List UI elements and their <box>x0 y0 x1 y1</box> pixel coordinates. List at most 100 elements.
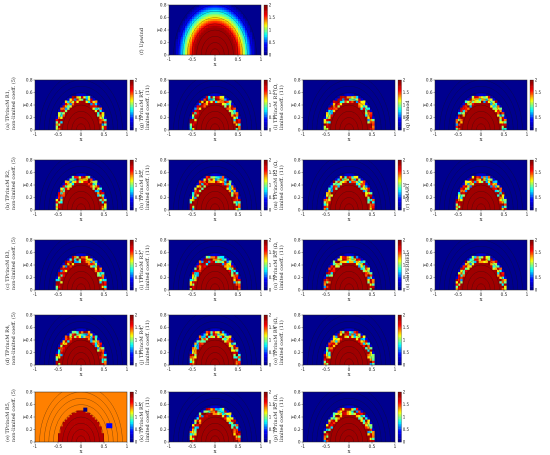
y-axis-label: y <box>422 263 428 268</box>
colorbar-segment <box>398 100 402 102</box>
caption-line: non-limited coeff. (5) <box>10 157 17 210</box>
x-tick-label: 1 <box>260 292 263 297</box>
colorbar-segment <box>130 328 134 331</box>
colorbar-tick-label: 1 <box>135 262 138 267</box>
colorbar-segment <box>398 316 402 319</box>
colorbar-segment <box>264 88 268 91</box>
colorbar-segment <box>398 96 402 99</box>
colorbar-segment <box>130 433 134 436</box>
colorbar-segment <box>264 261 268 264</box>
plot-area <box>35 80 127 130</box>
x-axis-label: x <box>213 62 217 68</box>
colorbar-segment <box>264 125 268 127</box>
colorbar-segment <box>398 256 402 259</box>
colorbar-segment <box>130 425 134 428</box>
colorbar-segment <box>130 175 134 177</box>
colorbar-segment <box>398 410 402 413</box>
colorbar-segment <box>530 113 534 116</box>
colorbar-segment <box>130 325 134 327</box>
colorbar-segment <box>398 415 402 418</box>
colorbar-segment <box>530 243 534 246</box>
colorbar-segment <box>130 392 134 394</box>
colorbar-segment <box>398 173 402 176</box>
caption-line: (r) SMART <box>404 182 411 210</box>
panel-caption: (q) Minmod <box>404 100 411 130</box>
colorbar-segment <box>264 241 268 244</box>
colorbar-segment <box>264 246 268 249</box>
colorbar-segment <box>130 320 134 322</box>
colorbar-segment <box>264 105 268 107</box>
y-tick-label: 0.4 <box>160 263 167 268</box>
colorbar-segment <box>264 418 268 421</box>
colorbar-segment <box>264 30 268 32</box>
y-tick-label: 0.2 <box>160 40 167 45</box>
colorbar-segment <box>264 81 268 84</box>
colorbar-segment <box>264 265 268 267</box>
colorbar-segment <box>264 40 268 42</box>
colorbar-segment <box>130 417 134 419</box>
colorbar-tick-label: 0 <box>135 287 138 292</box>
colorbar-segment <box>264 106 268 109</box>
streamlines <box>39 392 123 442</box>
colorbar-segment <box>130 393 134 396</box>
colorbar-segment <box>264 361 268 364</box>
plot-area <box>169 160 261 210</box>
caption-line: limited coeff. (11) <box>144 85 151 130</box>
y-axis-label: y <box>156 338 162 343</box>
colorbar-tick-label: 2 <box>403 389 406 394</box>
y-tick-label: 0 <box>298 288 301 293</box>
colorbar-segment <box>264 20 268 22</box>
colorbar-segment <box>264 13 268 16</box>
colorbar-segment <box>130 86 134 89</box>
colorbar-segment <box>130 166 134 169</box>
colorbar-segment <box>130 165 134 167</box>
colorbar-tick-label: 1.5 <box>135 250 142 255</box>
colorbar-segment <box>264 417 268 419</box>
colorbar-segment <box>264 45 268 47</box>
colorbar-segment <box>530 240 534 242</box>
colorbar-segment <box>530 111 534 114</box>
colorbar-segment <box>398 338 402 341</box>
colorbar-segment <box>130 413 134 416</box>
colorbar-segment <box>530 263 534 266</box>
colorbar-tick-label: 0.5 <box>269 275 276 280</box>
x-tick-label: 1 <box>394 367 397 372</box>
x-tick-label: -0.5 <box>188 212 197 217</box>
caption-line: (f) Upwind <box>138 27 145 55</box>
caption-line: (k) TPrincM R5, <box>138 401 145 442</box>
colorbar-segment <box>398 261 402 264</box>
colorbar-segment <box>530 176 534 179</box>
colorbar-frame <box>529 159 534 211</box>
colorbar-segment <box>130 437 134 439</box>
colorbar-frame <box>397 391 402 443</box>
colorbar-segment <box>530 208 534 211</box>
colorbar-segment <box>530 171 534 174</box>
colorbar-segment <box>130 191 134 194</box>
colorbar-segment <box>398 93 402 96</box>
colorbar-tick-label: 2 <box>403 312 406 317</box>
colorbar-segment <box>130 195 134 197</box>
colorbar-segment <box>530 270 534 272</box>
colorbar-segment <box>398 438 402 441</box>
colorbar-tick-label: 1 <box>535 102 538 107</box>
y-tick-label: 0.4 <box>294 338 301 343</box>
colorbar-segment <box>398 188 402 191</box>
y-tick-label: 0.4 <box>26 263 33 268</box>
colorbar-tick-label: 1.5 <box>535 250 542 255</box>
y-tick-label: 0.6 <box>294 250 301 255</box>
x-axis-label: x <box>347 372 351 378</box>
x-tick-label: 0.5 <box>101 212 108 217</box>
colorbar-segment <box>264 273 268 276</box>
colorbar-segment <box>530 246 534 249</box>
y-tick-label: 0.8 <box>426 158 433 163</box>
colorbar-segment <box>398 108 402 111</box>
colorbar-segment <box>264 53 268 56</box>
y-tick-label: 0.2 <box>294 115 301 120</box>
x-tick-label: -1 <box>33 367 38 372</box>
x-tick-label: 1 <box>260 212 263 217</box>
x-tick-label: 1 <box>394 212 397 217</box>
y-tick-label: 0.6 <box>160 325 167 330</box>
